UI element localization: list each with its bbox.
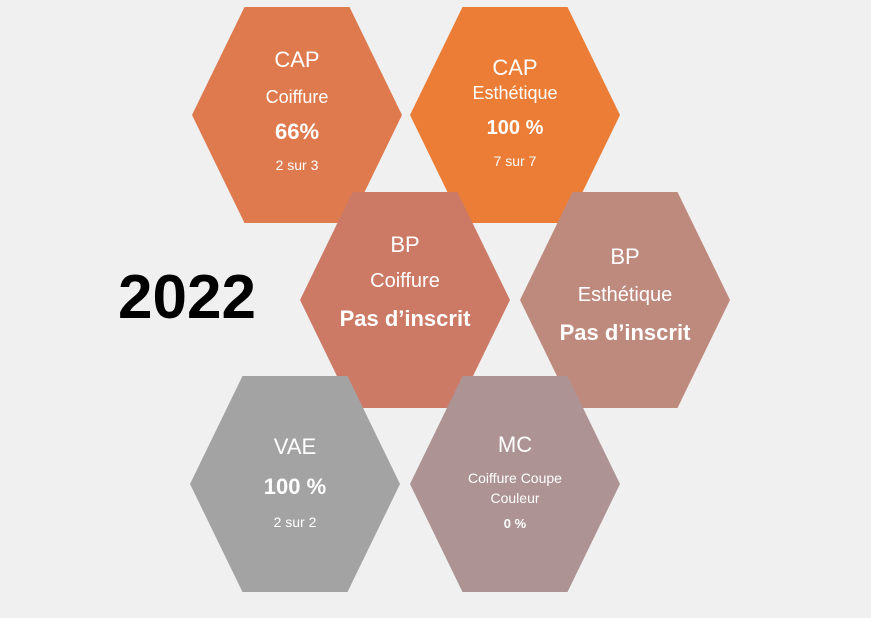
hex-subtitle-line2: Couleur — [490, 490, 540, 506]
hex-title: CAP — [492, 55, 538, 80]
hex-subtitle: Coiffure — [370, 270, 440, 292]
hex-title: MC — [497, 432, 533, 457]
hex-cap-esthetique: CAP Esthétique 100 % 7 sur 7 — [410, 7, 620, 223]
hex-title: VAE — [273, 434, 317, 459]
hex-vae: VAE 100 % 2 sur 2 — [190, 376, 400, 592]
hex-bp-esthetique: BP Esthétique Pas d’inscrit — [520, 192, 730, 408]
hex-subtitle: Esthétique — [472, 83, 558, 103]
hex-detail: 2 sur 3 — [275, 157, 319, 173]
hex-status: Pas d’inscrit — [339, 306, 471, 331]
hex-rate: 0 % — [503, 516, 527, 531]
hex-title: BP — [390, 232, 420, 257]
hex-status: Pas d’inscrit — [559, 320, 691, 345]
hex-rate: 100 % — [263, 474, 327, 499]
hex-cap-coiffure: CAP Coiffure 66% 2 sur 3 — [192, 7, 402, 223]
hex-subtitle-line1: Coiffure Coupe — [468, 470, 562, 486]
hex-detail: 7 sur 7 — [493, 153, 537, 169]
hex-subtitle: Coiffure — [265, 87, 329, 107]
hex-rate: 100 % — [486, 117, 544, 139]
hex-bp-coiffure: BP Coiffure Pas d’inscrit — [300, 192, 510, 408]
year-label: 2022 — [118, 263, 256, 332]
hex-mc: MC Coiffure Coupe Couleur 0 % — [410, 376, 620, 592]
hex-detail: 2 sur 2 — [273, 514, 317, 530]
hex-subtitle: Esthétique — [577, 284, 673, 306]
hex-rate: 66% — [274, 119, 320, 144]
hex-title: BP — [610, 244, 640, 269]
hex-title: CAP — [274, 47, 320, 72]
